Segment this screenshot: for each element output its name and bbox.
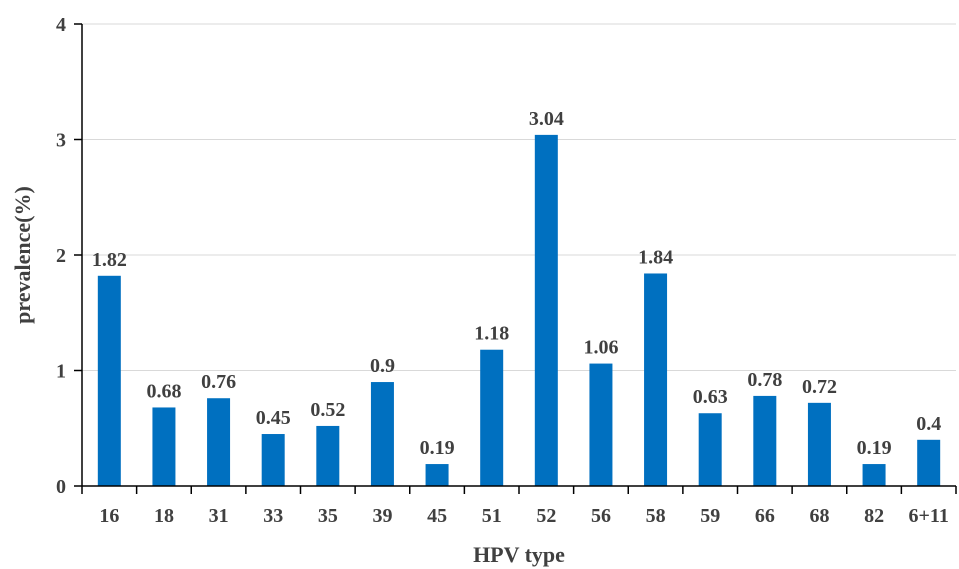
y-tick-label: 3 [56,130,66,152]
x-tick-label: 45 [427,505,447,527]
bar [480,349,504,486]
bar-value-label: 0.76 [201,371,236,393]
bar-value-label: 0.63 [693,386,728,408]
x-tick-label: 52 [536,505,556,527]
x-tick-label: 58 [646,505,666,527]
y-axis-title: prevalence(%) [10,186,35,324]
bar-value-label: 0.4 [916,413,941,435]
bar-value-label: 1.82 [92,249,127,271]
bar [698,413,722,486]
x-tick-label: 18 [154,505,174,527]
bar-value-label: 0.19 [857,437,892,459]
x-tick-label: 82 [864,505,884,527]
bar [316,425,340,486]
x-tick-label: 33 [263,505,283,527]
bar [370,382,394,486]
bar [589,363,613,486]
bar [97,275,121,486]
bar-value-label: 0.78 [747,369,782,391]
x-tick-label: 51 [482,505,502,527]
bar-value-label: 1.84 [638,246,673,268]
bars [97,134,941,486]
x-tick-label: 68 [809,505,829,527]
y-tick-label: 2 [56,245,66,267]
x-tick-label: 16 [99,505,119,527]
y-tick-label: 1 [56,361,66,383]
bar-value-label: 0.45 [256,407,291,429]
bar [862,464,886,486]
bar [753,395,777,486]
bar [807,402,831,486]
bar [207,398,231,486]
x-ticks: 16 18 31 33 35 39 45 51 52 56 58 59 66 68 82 6+11 [81,486,957,527]
x-tick-label: 56 [591,505,611,527]
grid-lines [82,23,956,371]
bar [644,273,668,486]
bar-value-label: 1.18 [474,323,509,345]
bar-value-label: 0.68 [146,380,181,402]
y-tick-label: 4 [56,14,66,36]
x-tick-label: 31 [209,505,229,527]
bar-value-label: 1.06 [583,337,618,359]
bar-value-label: 0.9 [370,355,395,377]
bar-value-label: 0.52 [310,399,345,421]
x-tick-label: 39 [372,505,392,527]
x-tick-label: 35 [318,505,338,527]
bar-value-label: 3.04 [529,108,564,130]
y-ticks: 0 1 2 3 4 [56,14,82,498]
bar [152,407,176,486]
bar-value-label: 0.19 [420,437,455,459]
bar-value-label: 0.72 [802,376,837,398]
y-tick-label: 0 [56,476,66,498]
bar [425,464,449,486]
x-tick-label: 66 [755,505,775,527]
bar-labels: 1.82 0.68 0.76 0.45 0.52 0.9 0.19 1.18 3.04 1.06 1… [92,108,941,459]
bar [261,434,285,486]
bar [917,439,941,486]
bar [534,134,558,486]
x-tick-label: 59 [700,505,720,527]
x-tick-label: 6+11 [909,505,949,527]
x-axis-title: HPV type [473,542,565,567]
